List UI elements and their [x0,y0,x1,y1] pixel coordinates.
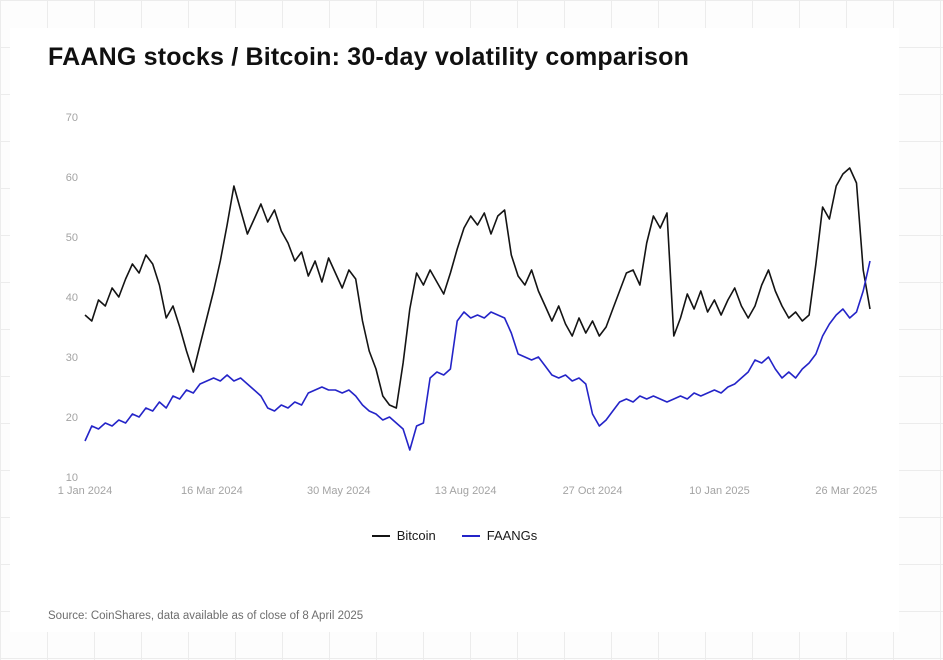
x-tick-label: 13 Aug 2024 [435,485,497,497]
legend-label-bitcoin: Bitcoin [396,528,436,543]
y-tick-label: 30 [66,352,78,364]
y-tick-label: 70 [66,112,78,124]
legend-label-faangs: FAANGs [486,528,538,543]
chart-card: FAANG stocks / Bitcoin: 30-day volatilit… [10,28,899,632]
x-tick-label: 10 Jan 2025 [689,485,750,497]
x-tick-label: 30 May 2024 [307,485,371,497]
x-tick-label: 26 Mar 2025 [815,485,877,497]
chart-legend: Bitcoin FAANGs [10,528,899,543]
chart-title: FAANG stocks / Bitcoin: 30-day volatilit… [48,43,690,71]
volatility-line-chart: 10 20 30 40 50 60 70 1 Jan 2024 16 Mar 2024 30 Ma… [58,112,877,497]
faangs-line [84,260,871,451]
x-tick-label: 27 Oct 2024 [563,485,623,497]
y-tick-label: 10 [66,472,78,484]
legend-item-faangs[interactable]: FAANGs [461,528,538,543]
y-tick-label: 20 [66,412,78,424]
faangs-line-swatch-icon [461,534,480,537]
y-tick-label: 50 [66,232,78,244]
chart-area: 10 20 30 40 50 60 70 1 Jan 2024 16 Mar 2024 30 Ma… [10,102,899,502]
y-tick-label: 40 [66,292,78,304]
source-note: Source: CoinShares, data available as of… [48,610,364,622]
bitcoin-line [84,167,871,409]
x-tick-label: 1 Jan 2024 [58,485,112,497]
x-tick-label: 16 Mar 2024 [181,485,243,497]
legend-item-bitcoin[interactable]: Bitcoin [371,528,436,543]
bitcoin-line-swatch-icon [371,534,390,537]
y-tick-label: 60 [66,172,78,184]
